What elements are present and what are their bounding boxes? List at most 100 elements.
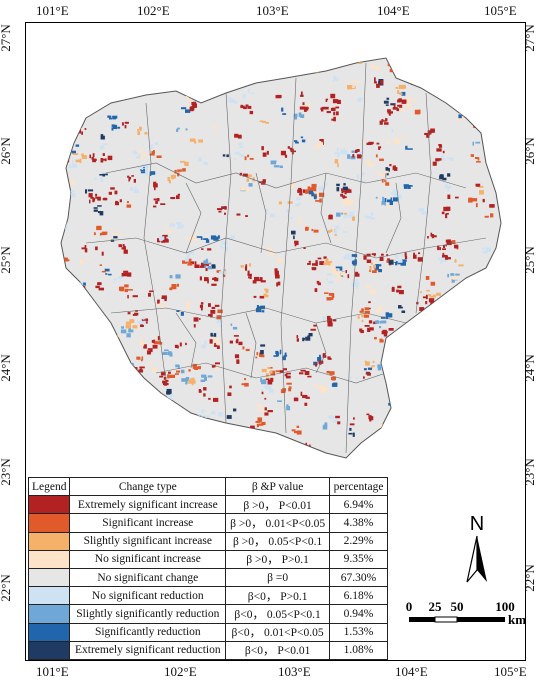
scale-segment: [409, 617, 435, 622]
change-patch: [435, 443, 439, 448]
change-patch: [381, 119, 384, 122]
change-patch: [457, 300, 460, 305]
change-patch: [344, 190, 347, 195]
change-patch: [100, 441, 103, 444]
change-patch: [296, 335, 299, 339]
change-patch: [126, 62, 131, 67]
change-patch: [211, 364, 216, 368]
change-patch: [414, 359, 417, 363]
change-patch: [248, 276, 250, 279]
change-patch: [112, 392, 116, 395]
change-patch: [473, 59, 479, 62]
scale-unit: km: [508, 612, 526, 627]
change-patch: [326, 111, 331, 114]
change-patch: [145, 166, 149, 171]
change-patch: [393, 458, 397, 460]
change-patch: [296, 338, 299, 342]
lon-label: 102°E: [164, 664, 197, 679]
change-patch: [417, 257, 423, 262]
change-patch: [160, 372, 166, 376]
change-patch: [414, 384, 416, 386]
change-patch: [391, 191, 396, 196]
change-patch: [313, 324, 317, 327]
change-patch: [131, 175, 134, 177]
change-patch: [192, 443, 197, 448]
change-patch: [325, 56, 327, 58]
change-patch: [392, 107, 398, 110]
north-arrow-icon: [477, 536, 487, 582]
change-patch: [279, 165, 283, 168]
change-patch: [98, 440, 102, 443]
change-type: No significant change: [69, 567, 227, 588]
change-patch: [102, 440, 108, 444]
change-patch: [247, 154, 250, 158]
change-patch: [391, 432, 394, 436]
change-patch: [188, 458, 192, 460]
change-patch: [288, 387, 292, 392]
change-patch: [342, 231, 348, 233]
change-patch: [228, 427, 231, 432]
change-patch: [328, 293, 335, 296]
change-patch: [323, 106, 329, 110]
change-patch: [381, 179, 384, 183]
change-patch: [81, 155, 87, 159]
change-patch: [313, 229, 319, 233]
change-patch: [314, 383, 317, 388]
change-patch: [397, 285, 402, 289]
change-patch: [365, 361, 370, 366]
change-patch: [185, 109, 191, 113]
change-patch: [200, 379, 206, 382]
legend-row: No significant change β =0 67.30%: [27, 567, 388, 588]
change-patch: [352, 216, 355, 219]
change-patch: [243, 106, 247, 110]
change-patch: [222, 274, 226, 278]
change-patch: [334, 229, 338, 235]
change-patch: [298, 112, 302, 117]
change-patch: [377, 366, 382, 371]
change-patch: [114, 340, 117, 343]
change-patch: [376, 142, 380, 145]
change-patch: [349, 423, 355, 426]
change-patch: [192, 364, 195, 369]
change-patch: [221, 246, 225, 249]
change-patch: [443, 206, 449, 212]
change-patch: [182, 168, 186, 172]
change-patch: [442, 252, 445, 255]
change-patch: [322, 386, 328, 391]
change-patch: [293, 113, 298, 118]
change-patch: [114, 190, 118, 195]
change-patch: [296, 197, 301, 200]
change-patch: [333, 416, 336, 418]
change-patch: [132, 295, 138, 298]
change-patch: [474, 123, 479, 127]
change-patch: [304, 371, 310, 375]
change-patch: [345, 270, 347, 274]
change-patch: [424, 364, 427, 367]
change-patch: [203, 162, 208, 165]
change-patch: [255, 434, 260, 439]
change-patch: [332, 319, 337, 322]
change-patch: [162, 438, 165, 441]
change-patch: [372, 360, 375, 363]
change-patch: [378, 436, 382, 440]
change-patch: [111, 333, 115, 338]
change-patch: [110, 78, 115, 81]
change-patch: [211, 306, 216, 310]
change-patch: [496, 321, 499, 324]
change-patch: [230, 235, 233, 239]
change-patch: [255, 356, 258, 359]
change-patch: [87, 421, 89, 424]
change-patch: [263, 409, 266, 414]
change-patch: [125, 324, 131, 329]
change-patch: [82, 410, 88, 415]
change-patch: [116, 423, 121, 428]
change-patch: [154, 142, 159, 145]
change-patch: [394, 139, 400, 144]
change-patch: [326, 297, 332, 301]
change-patch: [164, 349, 169, 351]
change-patch: [298, 187, 302, 190]
change-patch: [190, 380, 196, 384]
scale-tick-label: 0: [406, 600, 413, 614]
change-patch: [113, 390, 119, 393]
change-patch: [90, 304, 96, 309]
